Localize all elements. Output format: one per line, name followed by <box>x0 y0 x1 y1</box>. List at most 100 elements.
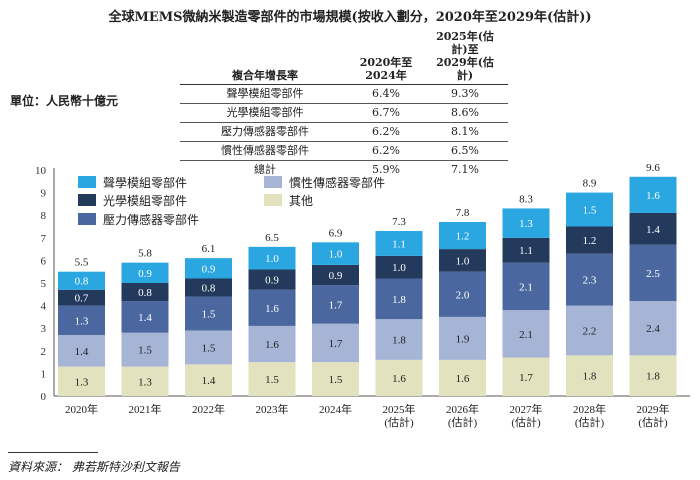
y-tick-label: 7 <box>41 233 47 245</box>
y-tick-label: 6 <box>41 255 47 267</box>
bar-value-label: 1.5 <box>329 374 343 386</box>
cagr-row: 光學模組零部件 6.7% 8.6% <box>180 104 508 123</box>
bar-value-label: 1.3 <box>75 376 89 388</box>
x-tick-label: 2020年 <box>65 402 98 416</box>
cagr-row-value2: 7.1% <box>451 163 479 176</box>
bar-value-label: 1.7 <box>329 338 343 350</box>
cagr-row-label: 光學模組零部件 <box>226 106 304 119</box>
bar-value-label: 1.4 <box>75 346 89 358</box>
x-tick-label: 2024年 <box>319 402 352 416</box>
bar-value-label: 0.8 <box>202 283 216 295</box>
bar-value-label: 1.8 <box>583 371 597 383</box>
cagr-row: 慣性傳感器零部件 6.2% 6.5% <box>180 142 508 161</box>
cagr-row: 聲學模組零部件 6.4% 9.3% <box>180 85 508 104</box>
bar-value-label: 1.9 <box>456 333 470 345</box>
bar-segment <box>121 283 169 302</box>
y-tick-label: 5 <box>41 278 47 290</box>
bar-segment <box>375 255 423 279</box>
bar-segment <box>185 364 232 396</box>
legend-swatch <box>264 194 282 206</box>
bar-segment <box>566 192 613 227</box>
bar-segment <box>566 305 613 356</box>
bar-segment <box>439 249 486 272</box>
bar-value-label: 1.5 <box>583 205 597 217</box>
bar-value-label: 1.4 <box>138 312 152 324</box>
x-tick-label: (估計) <box>575 415 605 429</box>
y-tick-label: 3 <box>41 323 47 335</box>
bar-value-label: 2.4 <box>646 323 660 335</box>
bar-segment <box>629 355 677 396</box>
bar-value-label: 2.1 <box>519 281 533 293</box>
bar-value-label: 2.3 <box>583 275 597 287</box>
source-divider <box>8 452 98 453</box>
bar-segment <box>375 231 423 256</box>
bar-value-label: 1.4 <box>202 375 216 387</box>
x-tick-label: 2022年 <box>192 402 225 416</box>
bar-segment <box>375 278 423 320</box>
bar-segment <box>185 296 232 331</box>
bar-value-label: 0.9 <box>138 268 152 280</box>
bar-segment <box>502 262 550 311</box>
x-tick-label: 2028年 <box>573 402 606 416</box>
bar-segment <box>248 246 296 270</box>
cagr-row-value1: 5.9% <box>372 163 400 176</box>
bar-segment <box>502 357 550 396</box>
x-tick-label: 2023年 <box>256 402 289 416</box>
x-tick-label: 2029年 <box>637 402 670 416</box>
x-tick-label: (估計) <box>511 415 541 429</box>
bar-segment <box>439 221 486 250</box>
bar-segment <box>502 208 550 238</box>
legend-swatch <box>78 213 96 225</box>
bar-total-label: 8.9 <box>583 178 597 190</box>
bar-value-label: 1.4 <box>646 224 660 236</box>
legend-label: 聲學模組零部件 <box>103 175 187 190</box>
bar-value-label: 1.3 <box>519 218 533 230</box>
x-tick-label: (估計) <box>448 415 478 429</box>
bar-value-label: 1.0 <box>329 249 343 261</box>
bar-segment <box>629 212 677 245</box>
cagr-table: 複合年增長率 2020年至 2024年 2025年(估計)至 2029年(估計)… <box>180 28 508 179</box>
bar-segment <box>185 330 232 365</box>
bar-segment <box>629 244 677 302</box>
bar-segment <box>121 301 169 333</box>
bar-value-label: 0.8 <box>75 276 89 288</box>
cagr-row-value1: 6.7% <box>372 106 400 119</box>
bar-segment <box>312 323 359 363</box>
bar-value-label: 1.5 <box>265 374 279 386</box>
y-tick-label: 4 <box>41 301 47 313</box>
bar-value-label: 1.2 <box>456 231 470 243</box>
bar-value-label: 1.8 <box>392 294 406 306</box>
y-tick-label: 0 <box>41 391 47 403</box>
cagr-header-label: 複合年增長率 <box>232 69 298 82</box>
bar-value-label: 1.6 <box>265 339 279 351</box>
bar-segment <box>121 332 169 367</box>
bar-segment <box>58 334 105 367</box>
bar-value-label: 2.1 <box>519 329 533 341</box>
bar-value-label: 1.6 <box>456 373 470 385</box>
bar-segment <box>375 319 423 360</box>
bar-segment <box>312 242 359 265</box>
bar-value-label: 1.7 <box>519 372 533 384</box>
cagr-row-label: 壓力傳感器零部件 <box>221 125 309 138</box>
legend-label: 壓力傳感器零部件 <box>103 212 199 227</box>
bar-total-label: 5.8 <box>138 248 152 260</box>
legend-swatch <box>78 176 96 188</box>
bar-segment <box>629 301 677 356</box>
bar-segment <box>629 176 677 213</box>
bar-value-label: 1.3 <box>75 315 89 327</box>
cagr-row-value1: 6.2% <box>372 125 400 138</box>
y-tick-label: 1 <box>41 368 47 380</box>
bar-segment <box>375 359 423 396</box>
cagr-row-value1: 6.4% <box>372 87 400 100</box>
bar-value-label: 1.7 <box>329 299 343 311</box>
bar-total-label: 6.5 <box>265 232 279 244</box>
bar-value-label: 1.0 <box>392 262 406 274</box>
bar-segment <box>58 271 105 290</box>
bar-value-label: 2.5 <box>646 268 660 280</box>
y-tick-label: 8 <box>41 210 47 222</box>
bar-segment <box>502 237 550 263</box>
bar-value-label: 1.8 <box>646 371 660 383</box>
bar-segment <box>439 359 486 396</box>
cagr-row-label: 總計 <box>254 163 276 176</box>
